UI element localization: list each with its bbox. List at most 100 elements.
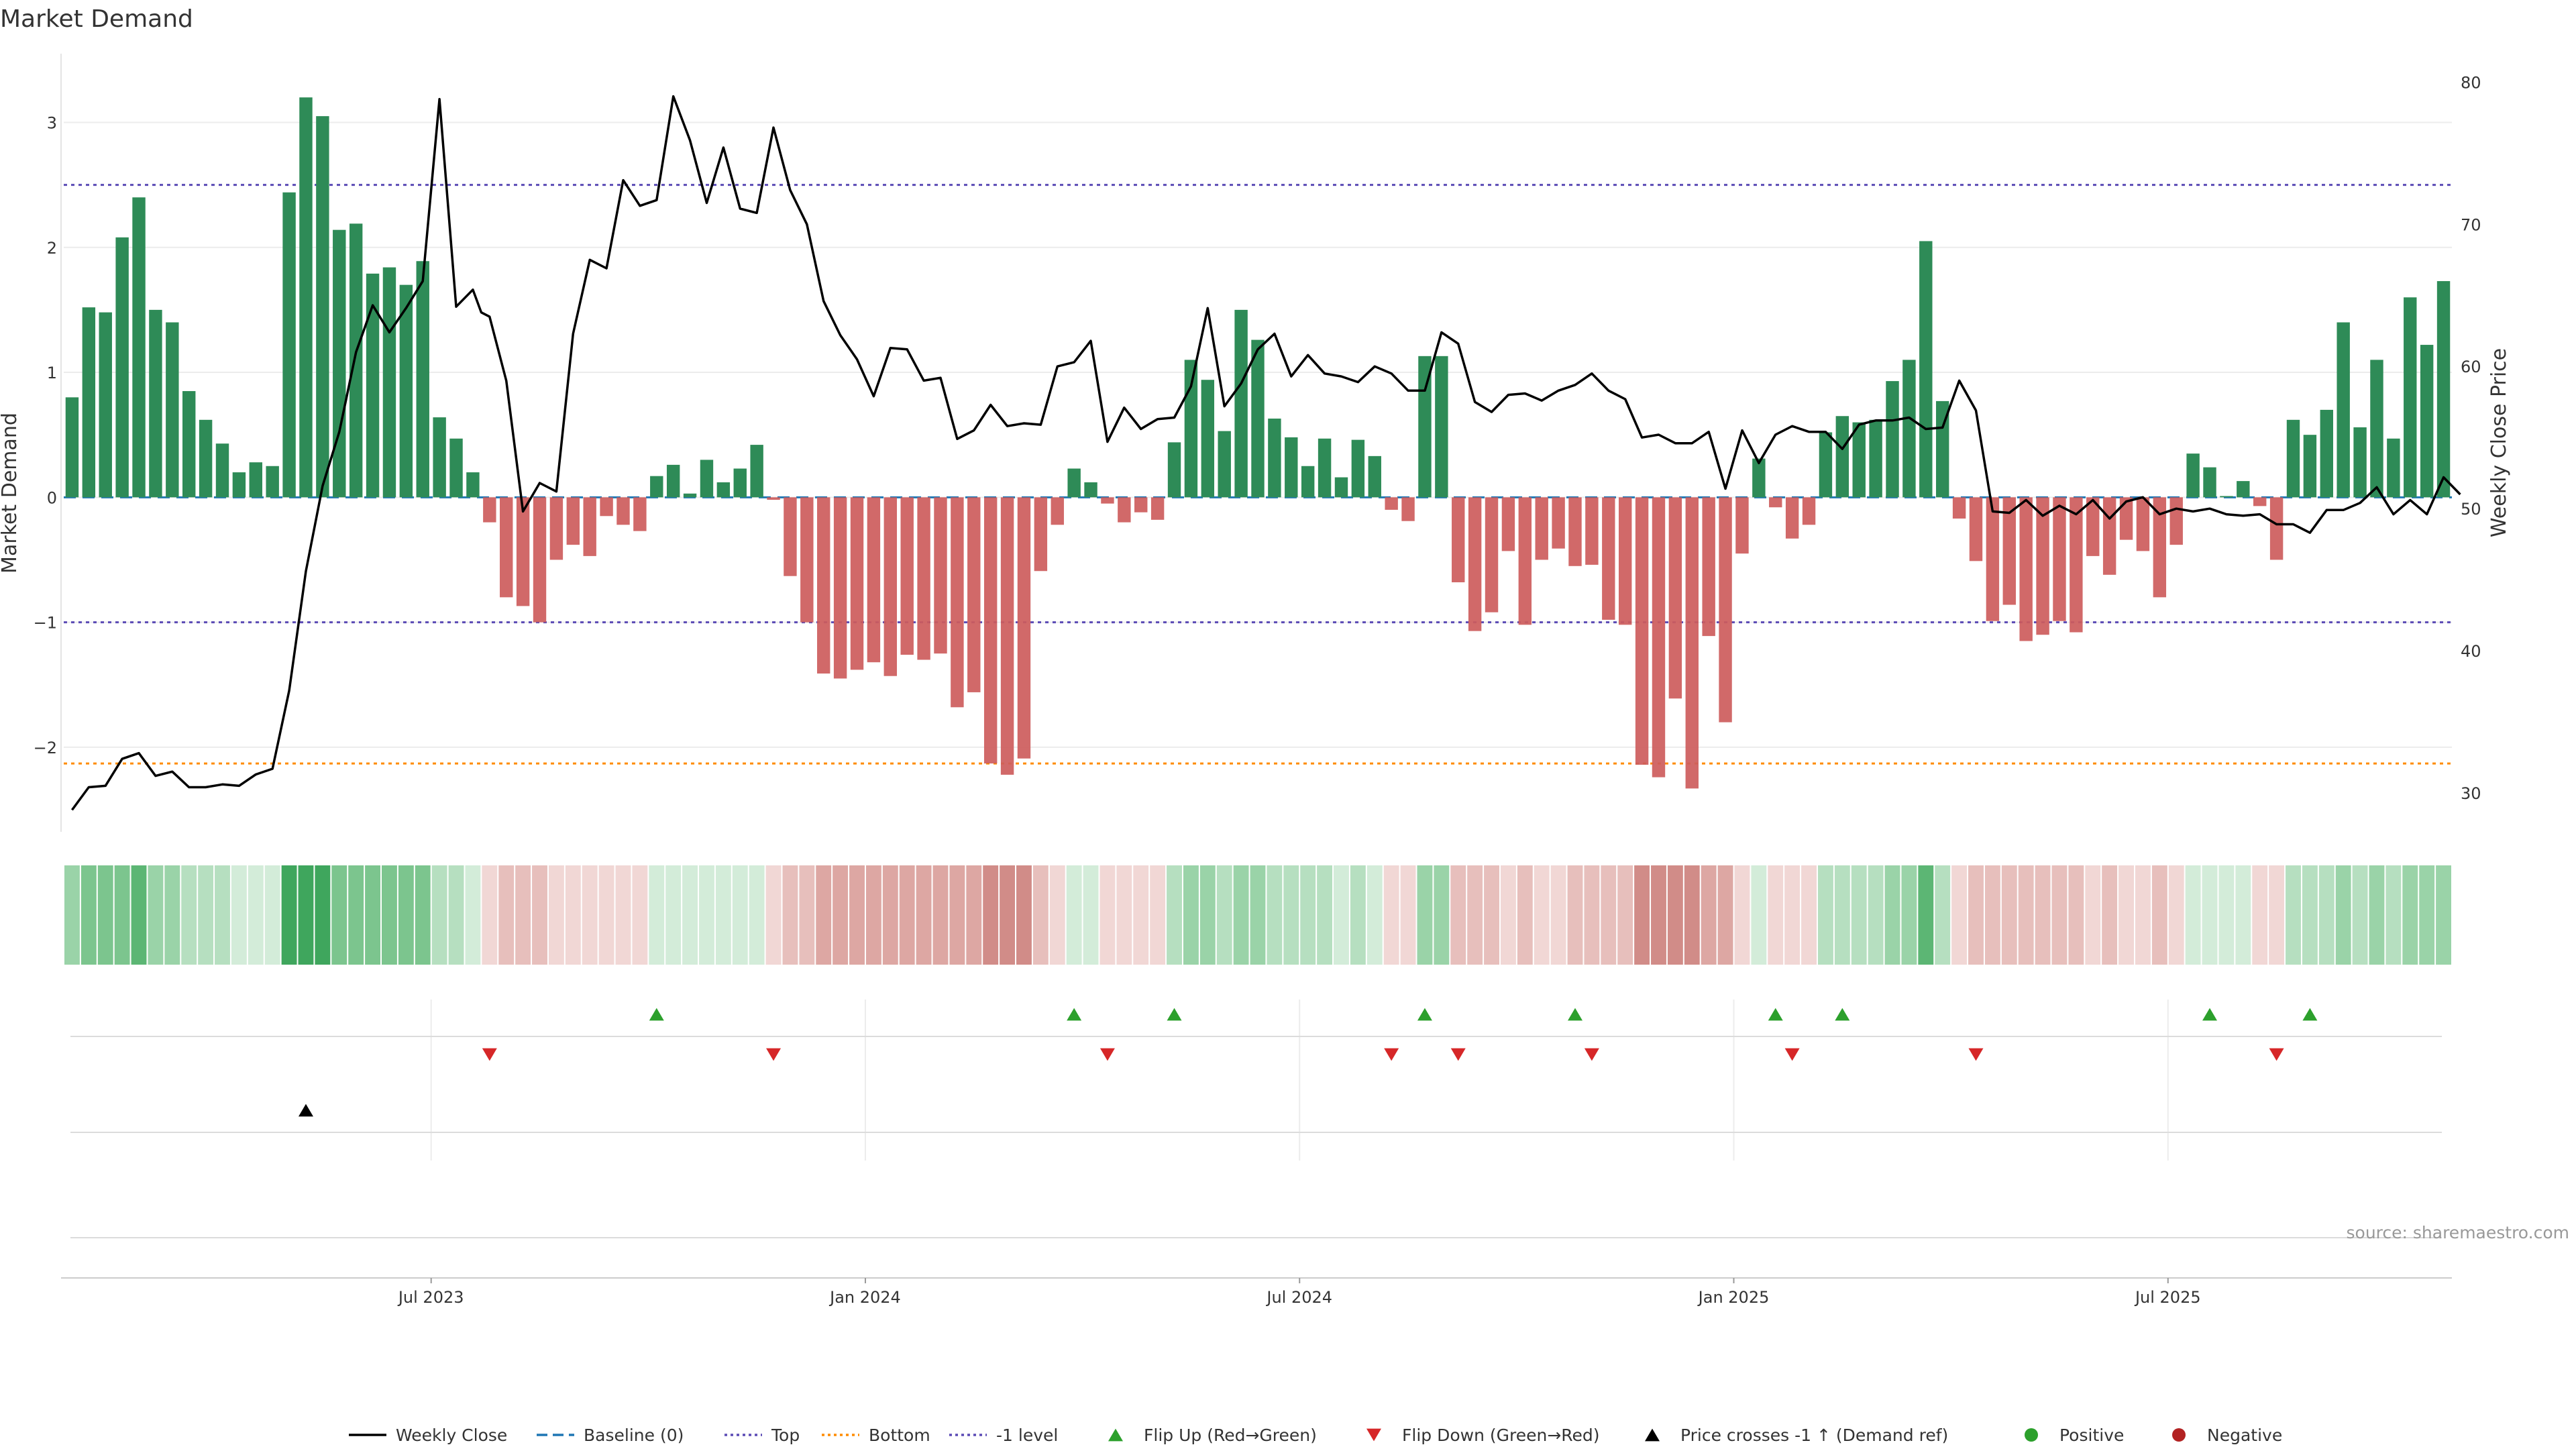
heat-cell (2168, 865, 2184, 965)
demand-bar (883, 497, 898, 676)
demand-bar (1268, 418, 1281, 498)
heat-cell (2385, 865, 2402, 965)
demand-bar (382, 267, 396, 498)
demand-bar (2353, 427, 2367, 498)
chart-title: Market Demand (0, 5, 193, 33)
heat-cell (80, 865, 97, 965)
y-tick-label: 1 (47, 364, 57, 382)
heat-cell (2335, 865, 2351, 965)
demand-bar (2053, 497, 2066, 621)
heat-cell (64, 865, 80, 965)
demand-bar (850, 497, 864, 670)
heat-cell (1667, 865, 1683, 965)
y-tick-label: 2 (47, 239, 57, 258)
legend-label: Flip Up (Red→Green) (1144, 1426, 1317, 1445)
heat-cell (1199, 865, 1216, 965)
demand-bar (232, 472, 246, 498)
heat-cell (1116, 865, 1132, 965)
demand-bar (82, 307, 96, 498)
heat-cell (2252, 865, 2268, 965)
heat-cell (398, 865, 414, 965)
heat-cell (765, 865, 782, 965)
heat-cell (298, 865, 314, 965)
demand-bar (616, 497, 630, 525)
demand-bar (316, 116, 329, 498)
flip-down-marker (1784, 1048, 1800, 1061)
demand-bar (132, 197, 146, 498)
heat-cell (1701, 865, 1717, 965)
demand-bar (817, 497, 830, 674)
x-tick-label: Jan 2024 (828, 1288, 901, 1307)
heat-cell (1167, 865, 1182, 965)
heat-cell (1133, 865, 1149, 965)
heat-cell (2018, 865, 2034, 965)
demand-bar (1334, 477, 1348, 498)
legend-swatch (2025, 1428, 2038, 1442)
heat-cell (281, 865, 297, 965)
heat-cell (2352, 865, 2368, 965)
legend-label: -1 level (996, 1426, 1058, 1445)
heat-cell (1534, 865, 1550, 965)
heat-cell (2235, 865, 2251, 965)
demand-bar (1685, 497, 1699, 789)
demand-bar (951, 497, 964, 708)
y2-tick-label: 60 (2461, 358, 2481, 376)
demand-bar (566, 497, 580, 545)
demand-bar (466, 472, 480, 498)
demand-bar (784, 497, 797, 576)
legend-label: Top (771, 1426, 800, 1445)
heat-cell (615, 865, 631, 965)
demand-bar (349, 223, 363, 498)
heat-cell (949, 865, 965, 965)
demand-bar (166, 322, 179, 498)
legend-swatch (1366, 1428, 1381, 1442)
heat-cell (966, 865, 982, 965)
demand-bar (433, 417, 446, 498)
y2-axis-label: Weekly Close Price (2487, 348, 2511, 537)
heat-cell (231, 865, 247, 965)
legend-label: Positive (2059, 1426, 2124, 1445)
heat-cell (1868, 865, 1884, 965)
y-axis-right-ticks: 30 40 50 60 70 80 (2461, 73, 2481, 803)
heat-cell (1884, 865, 1900, 965)
demand-bar (1401, 497, 1415, 521)
demand-bar (2153, 497, 2167, 598)
heat-cell (1550, 865, 1566, 965)
y2-tick-label: 80 (2461, 73, 2481, 92)
heat-cell (448, 865, 464, 965)
demand-bar (934, 497, 947, 654)
heat-cell (833, 865, 849, 965)
demand-bar (549, 497, 564, 560)
demand-bar (1435, 356, 1448, 498)
demand-bar (1318, 438, 1332, 498)
heat-cell (1935, 865, 1951, 965)
heat-cell (2402, 865, 2418, 965)
demand-bar (700, 460, 714, 498)
heat-cell (732, 865, 748, 965)
demand-bar (1452, 497, 1465, 583)
heat-cell (1216, 865, 1232, 965)
demand-bar (1769, 497, 1782, 508)
demand-bar (282, 192, 296, 498)
heat-cell (1751, 865, 1767, 965)
heat-cell (2185, 865, 2201, 965)
demand-bar (1819, 432, 1833, 498)
heat-cell (1517, 865, 1533, 965)
demand-bar (1368, 455, 1381, 498)
flip-up-marker (1417, 1008, 1432, 1021)
flip-down-marker (2269, 1048, 2284, 1061)
demand-bar (917, 497, 930, 660)
legend-label: Bottom (869, 1426, 930, 1445)
heat-cell (1183, 865, 1199, 965)
demand-bar (249, 462, 263, 498)
flip-down-marker (1450, 1048, 1466, 1061)
demand-bar (1719, 497, 1732, 722)
demand-bar (750, 445, 763, 498)
demand-bar (600, 497, 613, 517)
demand-bar (1184, 360, 1198, 498)
demand-bar (1869, 419, 1882, 498)
heat-cell (1984, 865, 2000, 965)
demand-bar (833, 497, 847, 679)
demand-bar (2436, 281, 2451, 498)
